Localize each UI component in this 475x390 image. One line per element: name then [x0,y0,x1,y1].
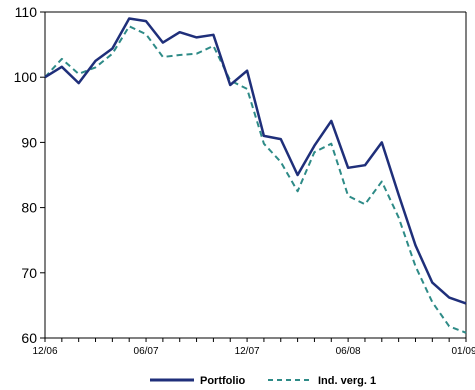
x-ticks: 12/06 06/07 12/07 06/08 01/09 [32,338,475,357]
legend: Portfolio Ind. verg. 1 [150,375,376,387]
series-line-portfolio [44,17,467,305]
legend-label-portfolio: Portfolio [200,375,245,387]
series-lines [44,17,467,334]
y-ticks: 60 70 80 90 100 110 [14,4,45,346]
x-tick-label: 06/07 [134,346,159,357]
x-tick-label: 01/09 [451,346,475,357]
series-line-ind-verg-1 [44,25,467,334]
y-tick-label: 100 [14,69,38,85]
y-tick-label: 80 [21,200,37,216]
x-tick-label: 06/08 [336,346,361,357]
y-tick-label: 60 [21,330,37,346]
y-tick-label: 90 [21,134,37,150]
legend-label-ind-verg: Ind. verg. 1 [318,375,376,387]
y-tick-label: 110 [15,4,38,20]
y-tick-label: 70 [21,265,37,281]
x-tick-label: 12/07 [235,346,260,357]
x-tick-label: 12/06 [32,346,57,357]
